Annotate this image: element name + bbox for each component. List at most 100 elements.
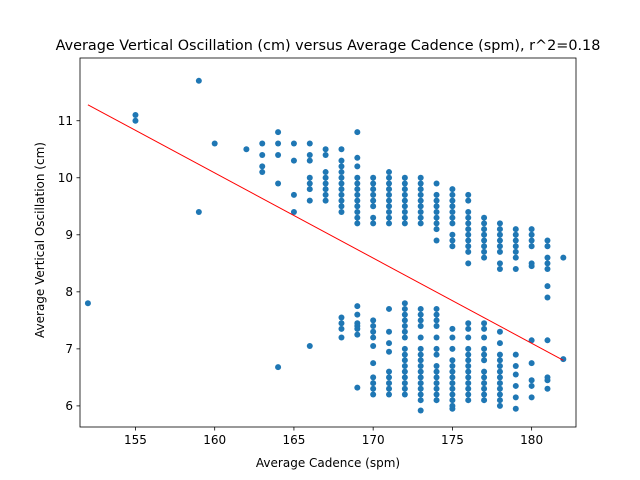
scatter-point	[512, 254, 519, 261]
scatter-point	[449, 325, 456, 332]
scatter-point	[386, 169, 393, 176]
scatter-point	[544, 266, 551, 273]
scatter-point	[386, 220, 393, 227]
scatter-point	[132, 117, 139, 124]
scatter-point	[481, 237, 488, 244]
scatter-point	[465, 325, 472, 332]
scatter-point	[306, 174, 313, 181]
scatter-point	[512, 382, 519, 389]
scatter-point	[449, 334, 456, 341]
scatter-point	[338, 157, 345, 164]
y-axis-label: Average Vertical Oscillation (cm)	[33, 142, 47, 338]
scatter-point	[433, 385, 440, 392]
scatter-point	[338, 191, 345, 198]
scatter-point	[496, 357, 503, 364]
scatter-point	[306, 186, 313, 193]
scatter-point	[433, 214, 440, 221]
scatter-point	[401, 186, 408, 193]
scatter-point	[433, 374, 440, 381]
scatter-point	[433, 220, 440, 227]
scatter-point	[465, 351, 472, 358]
scatter-point	[370, 385, 377, 392]
scatter-point	[275, 180, 282, 187]
scatter-point	[370, 174, 377, 181]
x-axis-ticks: 155 160 165 170 175 180	[124, 427, 543, 447]
scatter-point	[417, 380, 424, 387]
scatter-point	[354, 163, 361, 170]
scatter-point	[401, 391, 408, 398]
scatter-point	[512, 248, 519, 255]
scatter-point	[496, 220, 503, 227]
scatter-point	[417, 203, 424, 210]
scatter-point	[84, 300, 91, 307]
scatter-point	[433, 317, 440, 324]
scatter-point	[433, 362, 440, 369]
scatter-point	[386, 186, 393, 193]
scatter-point	[449, 186, 456, 193]
scatter-point	[449, 345, 456, 352]
scatter-point	[528, 360, 535, 367]
scatter-point	[496, 402, 503, 409]
scatter-point	[386, 191, 393, 198]
scatter-point	[132, 112, 139, 119]
scatter-point	[449, 391, 456, 398]
scatter-point	[338, 174, 345, 181]
scatter-point	[275, 151, 282, 158]
scatter-point	[401, 334, 408, 341]
scatter-point	[401, 374, 408, 381]
scatter-point	[322, 146, 329, 153]
scatter-point	[433, 197, 440, 204]
scatter-point	[481, 334, 488, 341]
scatter-point	[449, 191, 456, 198]
x-axis-label: Average Cadence (spm)	[256, 456, 400, 470]
scatter-point	[512, 231, 519, 238]
scatter-point	[449, 197, 456, 204]
scatter-point	[211, 140, 218, 147]
scatter-point	[354, 191, 361, 198]
scatter-point	[433, 334, 440, 341]
scatter-point	[481, 248, 488, 255]
scatter-point	[417, 174, 424, 181]
scatter-point	[401, 180, 408, 187]
scatter-point	[386, 197, 393, 204]
x-tick-label: 160	[203, 433, 226, 447]
scatter-point	[449, 231, 456, 238]
scatter-point	[386, 208, 393, 215]
scatter-point	[496, 266, 503, 273]
scatter-point	[481, 226, 488, 233]
scatter-point	[433, 391, 440, 398]
scatter-point	[243, 146, 250, 153]
scatter-point	[401, 368, 408, 375]
scatter-point	[449, 220, 456, 227]
scatter-point	[401, 197, 408, 204]
scatter-point	[386, 374, 393, 381]
scatter-point	[259, 151, 266, 158]
scatter-point	[306, 197, 313, 204]
scatter-point	[401, 345, 408, 352]
scatter-point	[465, 320, 472, 327]
scatter-point	[528, 237, 535, 244]
scatter-point	[417, 357, 424, 364]
scatter-point	[370, 214, 377, 221]
scatter-point	[290, 191, 297, 198]
scatter-point	[528, 382, 535, 389]
x-tick-label: 175	[441, 433, 464, 447]
scatter-point	[338, 186, 345, 193]
scatter-point	[322, 186, 329, 193]
scatter-point	[449, 237, 456, 244]
scatter-point	[544, 243, 551, 250]
scatter-point	[496, 385, 503, 392]
scatter-point	[386, 348, 393, 355]
scatter-point	[338, 146, 345, 153]
scatter-point	[544, 260, 551, 267]
scatter-point	[465, 243, 472, 250]
scatter-point	[512, 226, 519, 233]
scatter-point	[370, 374, 377, 381]
scatter-point	[512, 362, 519, 369]
scatter-point	[496, 362, 503, 369]
scatter-point	[417, 208, 424, 215]
scatter-point	[306, 157, 313, 164]
scatter-point	[417, 397, 424, 404]
scatter-point	[401, 380, 408, 387]
scatter-point	[449, 374, 456, 381]
